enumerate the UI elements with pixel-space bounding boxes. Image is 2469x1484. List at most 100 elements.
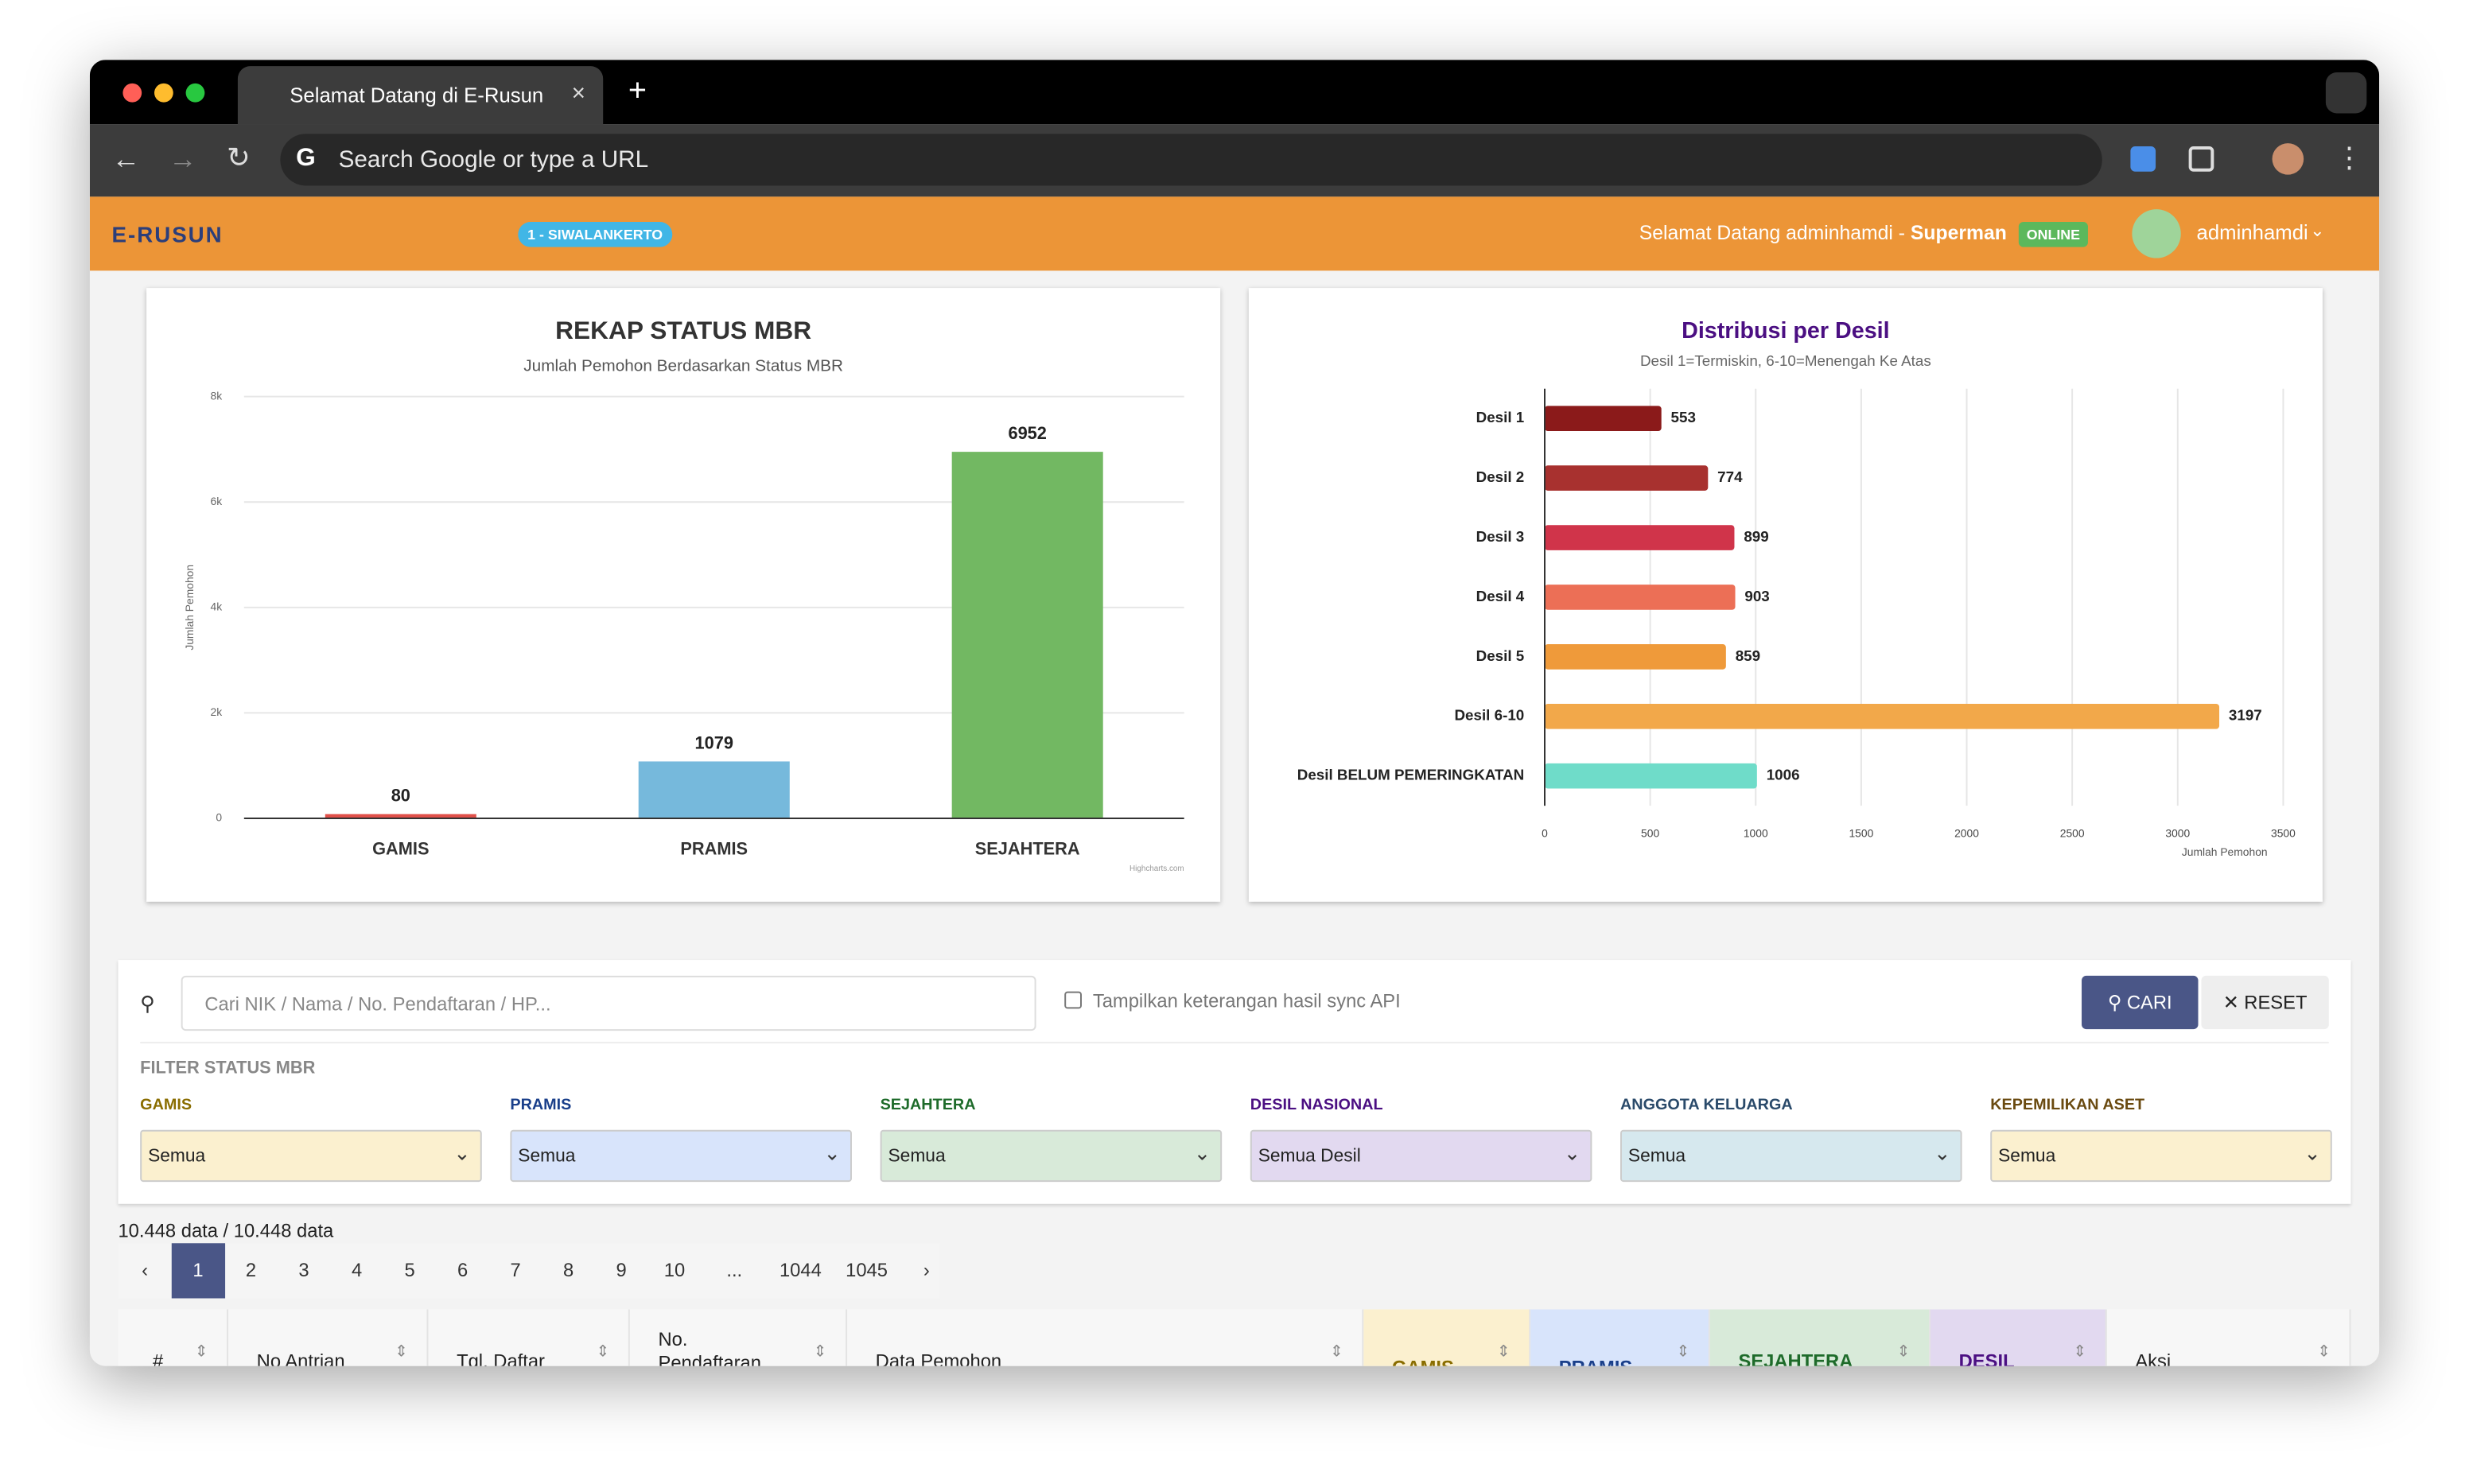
x-axis-label: Jumlah Pemohon xyxy=(2182,845,2268,858)
data-label: 859 xyxy=(1736,647,1760,664)
sort-icon: ⇕ xyxy=(1496,1343,1511,1362)
page-button[interactable]: 10 xyxy=(663,1259,686,1281)
filter-select[interactable]: Semua ⌄ xyxy=(880,1129,1223,1183)
column-header[interactable]: Aksi ⇕ xyxy=(2107,1309,2351,1366)
y-tick-label: 0 xyxy=(216,811,222,824)
column-header[interactable]: No. Pendaftaran ⇕ xyxy=(630,1309,848,1366)
data-label: 80 xyxy=(391,786,410,806)
y-tick-label: 6k xyxy=(210,495,222,507)
avatar[interactable] xyxy=(2132,209,2181,258)
page-button[interactable]: 1045 xyxy=(846,1259,888,1281)
bar xyxy=(1544,406,1662,432)
user-caret[interactable]: ⌄ xyxy=(2310,222,2325,241)
column-title: Tgl. Daftar xyxy=(457,1350,545,1366)
filter-caret: ⌄ xyxy=(2304,1140,2321,1165)
page-button[interactable]: 9 xyxy=(616,1259,627,1281)
reload[interactable]: ↻ xyxy=(227,142,251,173)
page-button[interactable]: 5 xyxy=(404,1259,415,1281)
column-title: No. Pendaftaran xyxy=(658,1328,761,1366)
min-dot[interactable] xyxy=(154,83,173,103)
bar xyxy=(1544,763,1757,789)
tab-title: Selamat Datang di E-Rusun xyxy=(290,83,544,107)
address-bar[interactable]: G Search Google or type a URL xyxy=(280,134,2102,186)
logo[interactable]: E-RUSUN xyxy=(111,222,224,247)
address-placeholder: Search Google or type a URL xyxy=(338,146,649,173)
column-header[interactable]: GAMIS⇕ xyxy=(1363,1309,1531,1366)
y-tick-label: 8k xyxy=(210,389,222,402)
extensions[interactable] xyxy=(2188,146,2214,172)
page-button[interactable]: › xyxy=(923,1259,930,1281)
filter-label: ANGGOTA KELUARGA xyxy=(1620,1097,1793,1114)
x-tick-label: PRAMIS xyxy=(680,838,748,858)
menu[interactable]: ⋮ xyxy=(2335,142,2364,173)
page-button[interactable]: 1 xyxy=(171,1243,225,1299)
page-button[interactable]: ‹ xyxy=(142,1259,149,1281)
filter-select[interactable]: Semua ⌄ xyxy=(1990,1129,2332,1183)
column-header[interactable]: Data Pemohon ⇕ xyxy=(847,1309,1364,1366)
page-button[interactable]: 1044 xyxy=(779,1259,822,1281)
chart-subtitle: Jumlah Pemohon Berdasarkan Status MBR xyxy=(523,357,843,375)
search-button[interactable]: ⚲ CARI xyxy=(2082,975,2199,1030)
y-tick-label: Desil BELUM PEMERINGKATAN xyxy=(1297,767,1525,783)
page-button[interactable]: ... xyxy=(726,1259,743,1281)
filter-select[interactable]: Semua ⌄ xyxy=(510,1129,852,1183)
tab-menu[interactable] xyxy=(2325,72,2367,114)
page-button[interactable]: 6 xyxy=(457,1259,469,1281)
column-title: Data Pemohon xyxy=(875,1350,1002,1366)
sort-icon: ⇕ xyxy=(596,1343,610,1362)
profile[interactable] xyxy=(2272,143,2304,175)
page-button[interactable]: 3 xyxy=(298,1259,309,1281)
column-header[interactable]: Tgl. Daftar ⇕ xyxy=(428,1309,630,1366)
search-icon: ⚲ xyxy=(140,991,156,1016)
tab-close[interactable]: × xyxy=(571,80,585,107)
max-dot[interactable] xyxy=(185,83,205,103)
bar xyxy=(1544,585,1736,610)
bar xyxy=(325,814,476,818)
page-button[interactable]: 7 xyxy=(510,1259,521,1281)
x-tick-label: SEJAHTERA xyxy=(975,838,1080,858)
filter-label: GAMIS xyxy=(140,1097,192,1114)
x-tick-label: 1500 xyxy=(1849,826,1873,839)
app-header: E-RUSUN 1 - SIWALANKERTO Selamat Datang … xyxy=(89,196,2380,271)
column-title: Aksi xyxy=(2135,1350,2172,1366)
column-header[interactable]: DESIL ⇕ xyxy=(1930,1309,2107,1366)
back[interactable]: ← xyxy=(111,143,141,175)
sort-icon: ⇕ xyxy=(1329,1343,1343,1362)
column-header[interactable]: # ⇕ xyxy=(118,1309,229,1366)
filter-label: SEJAHTERA xyxy=(880,1097,976,1114)
data-label: 903 xyxy=(1744,588,1769,604)
column-header[interactable]: SEJAHTERA ⇕ xyxy=(1709,1309,1930,1366)
data-label: 774 xyxy=(1717,468,1743,485)
data-summary: 10.448 data / 10.448 data xyxy=(118,1219,334,1242)
data-label: 6952 xyxy=(1008,423,1046,443)
filter-select[interactable]: Semua ⌄ xyxy=(1620,1129,1962,1183)
forward[interactable]: → xyxy=(168,143,197,175)
column-header[interactable]: No Antrian ⇕ xyxy=(228,1309,429,1366)
chart-subtitle: Desil 1=Termiskin, 6-10=Menengah Ke Atas xyxy=(1640,352,1931,369)
close-dot[interactable] xyxy=(122,83,142,103)
filter-select[interactable]: Semua ⌄ xyxy=(140,1129,482,1183)
tab[interactable]: Selamat Datang di E-Rusun × xyxy=(237,66,604,125)
tab-bar: Selamat Datang di E-Rusun × + xyxy=(89,60,2380,125)
x-tick-label: 500 xyxy=(1641,826,1659,839)
page-button[interactable]: 2 xyxy=(245,1259,257,1281)
user-name[interactable]: adminhamdi xyxy=(2196,220,2308,244)
new-tab[interactable]: + xyxy=(628,74,647,109)
search-input[interactable]: Cari NIK / Nama / No. Pendaftaran / HP..… xyxy=(181,975,1036,1031)
filter-caret: ⌄ xyxy=(1934,1140,1951,1165)
y-tick-label: Desil 3 xyxy=(1476,528,1525,545)
y-axis-label: Jumlah Pemohon xyxy=(183,565,196,651)
page-button[interactable]: 4 xyxy=(351,1259,363,1281)
checkbox[interactable] xyxy=(1064,991,1082,1009)
bar xyxy=(951,452,1103,818)
y-tick-label: Desil 1 xyxy=(1476,409,1525,425)
reset-button[interactable]: ✕ RESET xyxy=(2201,975,2329,1030)
sort-icon: ⇕ xyxy=(194,1343,208,1362)
filter-select[interactable]: Semua Desil ⌄ xyxy=(1250,1129,1592,1183)
filter-value: Semua xyxy=(1998,1147,2056,1167)
table-header: # ⇕ No Antrian ⇕ Tgl. Daftar ⇕ No. Pendaftaran… xyxy=(118,1309,2351,1366)
page-button[interactable]: 8 xyxy=(562,1259,574,1281)
extension-icon[interactable] xyxy=(2130,146,2156,172)
column-header[interactable]: PRAMIS⇕ xyxy=(1530,1309,1710,1366)
x-tick-label: 2500 xyxy=(2060,826,2085,839)
